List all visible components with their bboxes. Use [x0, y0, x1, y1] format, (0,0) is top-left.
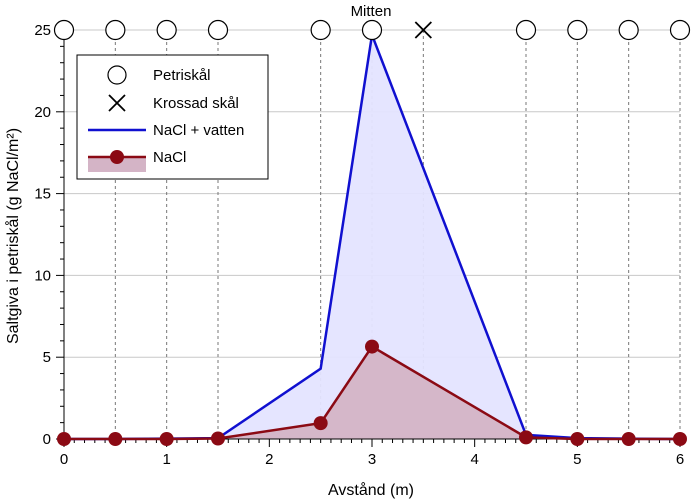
y-tick-label: 5 — [43, 349, 51, 366]
nacl-point — [673, 432, 687, 446]
petri-dish-marker — [669, 19, 691, 41]
petri-dish-marker — [515, 19, 537, 41]
tick-labels: 0 5 10 15 20 25 0 1 2 3 4 5 6 — [34, 22, 684, 468]
legend: Petriskål Krossad skål NaCl + vatten NaC… — [76, 54, 269, 180]
crushed-x-stroke — [414, 21, 432, 39]
nacl-point — [313, 416, 328, 431]
series-area-1 — [64, 346, 680, 439]
area-fills — [64, 34, 680, 440]
x-tick-label: 2 — [265, 451, 273, 468]
mitten-annotation: Mitten — [351, 3, 392, 20]
nacl-point — [108, 432, 123, 446]
x-tick-label: 6 — [676, 451, 684, 468]
y-tick-label: 10 — [34, 267, 51, 284]
legend-nacl-fill — [88, 157, 146, 172]
y-tick-label: 20 — [34, 104, 51, 121]
petri-dish-marker — [53, 19, 75, 41]
legend-nacl-vatten-label: NaCl + vatten — [153, 122, 244, 139]
nacl-point — [57, 432, 71, 446]
crushed-dish-marker — [414, 21, 432, 39]
legend-crushed-label: Krossad skål — [153, 95, 239, 112]
x-tick-label: 5 — [573, 451, 581, 468]
series-lines — [64, 30, 681, 441]
legend-petri-marker — [107, 65, 127, 85]
nacl-point — [211, 431, 225, 446]
x-tick-label: 3 — [368, 451, 376, 468]
y-tick-label: 0 — [43, 431, 51, 448]
series-line-1 — [64, 344, 680, 441]
petri-dish-marker — [618, 19, 639, 41]
nacl-point — [159, 432, 174, 446]
x-tick-label: 4 — [470, 451, 478, 468]
x-tick-label: 0 — [60, 451, 68, 468]
legend-crushed-marker — [108, 94, 126, 112]
x-tick-label: 1 — [162, 451, 170, 468]
legend-petri-label: Petriskål — [153, 67, 211, 84]
petri-dish-marker — [310, 19, 331, 41]
nacl-point — [570, 432, 585, 446]
x-axis-label: Avstånd (m) — [328, 481, 414, 499]
nacl-point — [365, 339, 379, 354]
petri-dish-marker — [361, 19, 383, 41]
petri-dish-marker — [567, 19, 588, 41]
y-axis-label: Saltgiva i petriskål (g NaCl/m²) — [4, 128, 22, 344]
nacl-point — [519, 430, 533, 445]
series-area-0 — [64, 34, 680, 440]
legend-nacl-marker — [110, 150, 124, 164]
markers — [53, 19, 691, 446]
y-tick-label: 25 — [34, 22, 51, 39]
y-tick-label: 15 — [34, 186, 51, 203]
petri-dish-marker — [156, 19, 177, 41]
petri-dish-marker — [105, 19, 126, 41]
nacl-point — [621, 432, 636, 446]
petri-dish-marker — [207, 19, 229, 41]
legend-nacl-label: NaCl — [153, 149, 186, 166]
